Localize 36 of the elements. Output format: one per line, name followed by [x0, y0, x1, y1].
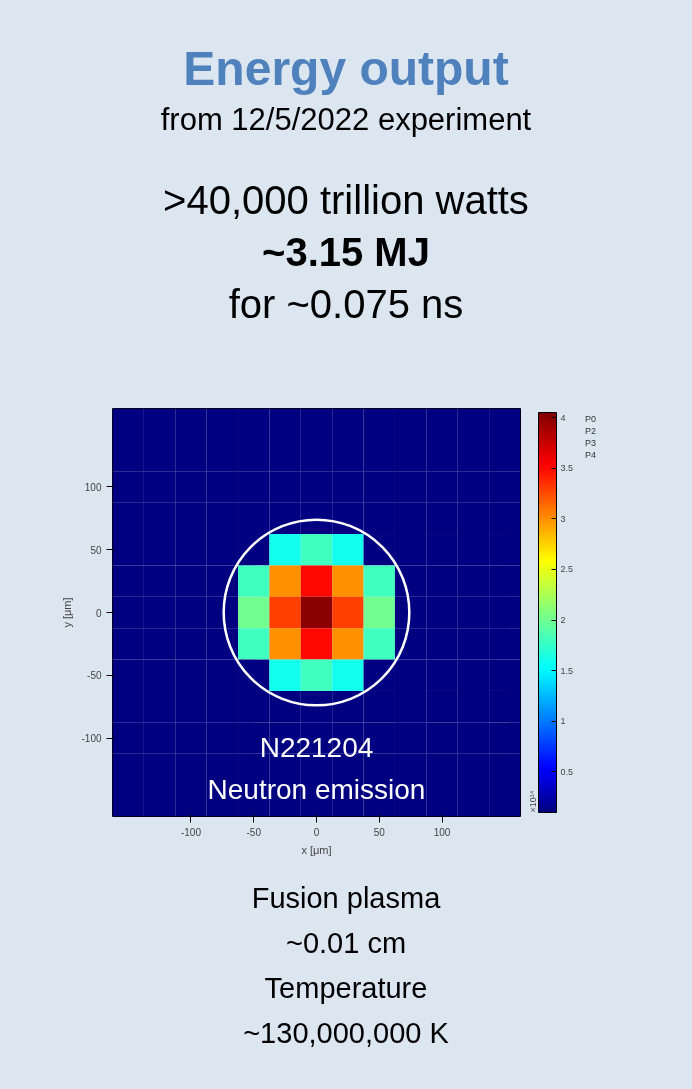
color-bar-label: 3 — [560, 513, 566, 524]
color-bar-label: 2.5 — [560, 564, 574, 575]
annotation: N221204 — [259, 731, 374, 763]
text: P4 — [585, 449, 597, 461]
y-tick-label: 100 — [84, 481, 102, 493]
text: for ~0.075 ns — [227, 281, 465, 328]
color-bar-label: 1.5 — [560, 665, 574, 676]
color-bar-label: 3.5 — [560, 463, 574, 474]
color-bar-label: 4 — [560, 412, 566, 423]
x-tick-label: 0 — [313, 826, 320, 838]
text: ~0.01 cm — [284, 926, 408, 961]
y-tick-label: -100 — [81, 733, 102, 745]
y-tick-label: 50 — [90, 544, 102, 556]
color-bar-label: 2 — [560, 615, 566, 626]
text: P2 — [585, 425, 597, 437]
x-axis-title: x [μm] — [301, 843, 332, 856]
text: >40,000 trillion watts — [162, 177, 530, 224]
text: P3 — [585, 437, 597, 449]
color-bar-label: 0.5 — [560, 766, 574, 777]
text: Fusion plasma — [250, 881, 442, 916]
text: P0 — [585, 413, 597, 425]
y-tick-label: 0 — [95, 607, 102, 619]
annotation: Neutron emission — [207, 774, 426, 806]
x-tick-label: -50 — [246, 826, 262, 838]
x-tick-label: 100 — [433, 826, 451, 838]
x-tick-label: -100 — [180, 826, 202, 838]
color-bar-title: ×10¹⁴ — [527, 790, 538, 813]
x-tick-label: 50 — [373, 826, 386, 838]
color-bar-label: 1 — [560, 716, 566, 727]
chart-title: Energy output — [182, 41, 510, 97]
y-tick-label: -50 — [87, 670, 102, 682]
text: Temperature — [263, 971, 429, 1006]
text: ~130,000,000 K — [242, 1016, 450, 1051]
y-axis-title: y [μm] — [61, 597, 74, 628]
text: ~3.15 MJ — [261, 229, 431, 276]
chart-subtitle: from 12/5/2022 experiment — [159, 101, 533, 139]
